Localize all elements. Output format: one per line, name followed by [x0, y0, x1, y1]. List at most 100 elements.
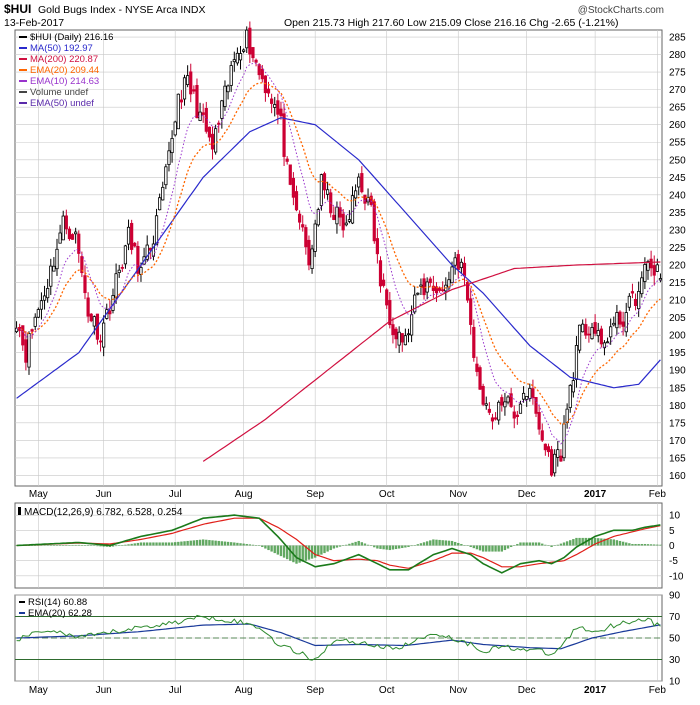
- price-ytick-label: 180: [669, 401, 686, 412]
- macd-hist-bar: [491, 545, 494, 552]
- candle-body: [605, 341, 610, 344]
- candle-body: [624, 312, 628, 333]
- macd-hist-bar: [80, 545, 84, 546]
- candle-body: [98, 340, 103, 343]
- macd-hist-bar: [34, 545, 37, 546]
- price-ytick-label: 160: [669, 471, 686, 482]
- candle-body: [229, 65, 233, 86]
- macd-hist-bar: [37, 545, 40, 546]
- candle-body: [192, 89, 196, 92]
- macd-hist-bar: [40, 545, 43, 546]
- candle-body: [640, 277, 644, 295]
- macd-hist-bar: [593, 537, 597, 546]
- candle-body: [179, 99, 184, 103]
- candle-body: [652, 265, 656, 276]
- candle-body: [136, 245, 140, 274]
- candle-body: [235, 52, 240, 64]
- macd-hist-bar: [628, 543, 631, 546]
- candle-body: [354, 190, 358, 199]
- macd-hist-bar: [643, 543, 647, 546]
- macd-hist-bar: [62, 545, 65, 546]
- macd-hist-bar: [572, 539, 575, 546]
- macd-hist-bar: [49, 545, 52, 546]
- candle-body: [176, 93, 180, 130]
- macd-hist-bar: [531, 542, 535, 546]
- macd-hist-bar: [656, 544, 659, 546]
- macd-hist-bar: [441, 540, 444, 546]
- legend-ema50-label: EMA(50) undef: [30, 98, 94, 109]
- macd-hist-bar: [195, 540, 199, 546]
- candle-body: [74, 231, 78, 235]
- macd-hist-bar: [307, 545, 311, 560]
- macd-hist-bar: [419, 543, 423, 546]
- candle-body: [245, 29, 249, 49]
- macd-hist-bar: [242, 543, 245, 546]
- candle-body: [577, 324, 582, 351]
- rsi-xtick-label: Dec: [518, 685, 536, 696]
- macd-hist-bar: [363, 543, 367, 546]
- rsi-xtick-label: Jul: [169, 685, 182, 696]
- macd-hist-bar: [320, 545, 323, 555]
- macd-hist-bar: [99, 545, 102, 547]
- macd-hist-bar: [435, 539, 438, 546]
- macd-hist-bar: [659, 544, 662, 546]
- price-ytick-label: 245: [669, 173, 686, 184]
- macd-hist-bar: [83, 545, 87, 546]
- price-ytick-label: 185: [669, 383, 686, 394]
- macd-hist-bar: [565, 541, 569, 546]
- candle-body: [195, 85, 199, 119]
- macd-hist-bar: [264, 545, 267, 549]
- macd-hist-bar: [118, 545, 121, 546]
- macd-hist-bar: [139, 542, 143, 546]
- price-ytick-label: 285: [669, 33, 686, 44]
- macd-hist-bar: [192, 540, 196, 546]
- candle-body: [397, 331, 401, 346]
- macd-hist-bar: [422, 542, 426, 546]
- rsi-xtick-label: Sep: [306, 685, 324, 696]
- macd-hist-bar: [373, 545, 376, 548]
- rsi-xtick-label: 2017: [584, 685, 607, 696]
- macd-hist-bar: [385, 545, 388, 550]
- macd-hist-bar: [332, 545, 336, 549]
- macd-hist-bar: [90, 545, 93, 546]
- macd-hist-bar: [587, 537, 591, 546]
- candle-body: [382, 279, 386, 286]
- macd-ytick-label: 0: [669, 541, 675, 552]
- candle-body: [86, 297, 90, 317]
- candle-body: [161, 186, 165, 201]
- macd-hist-bar: [201, 539, 205, 546]
- candle-body: [537, 412, 541, 430]
- macd-hist-bar: [251, 544, 255, 546]
- price-ytick-label: 270: [669, 85, 686, 96]
- macd-ytick-label: -10: [669, 571, 684, 582]
- macd-hist-bar: [506, 545, 510, 549]
- candle-body: [186, 75, 190, 86]
- candle-body: [189, 71, 193, 95]
- candle-body: [655, 264, 659, 272]
- candle-body: [568, 384, 572, 408]
- macd-hist-bar: [357, 540, 360, 546]
- macd-hist-bar: [239, 543, 242, 546]
- macd-hist-bar: [444, 540, 448, 546]
- candle-body: [126, 226, 131, 245]
- price-ytick-label: 190: [669, 366, 686, 377]
- macd-hist-bar: [612, 539, 615, 546]
- macd-hist-bar: [338, 545, 342, 547]
- macd-hist-bar: [177, 541, 180, 546]
- macd-hist-bar: [68, 544, 71, 546]
- candle-body: [335, 206, 339, 225]
- candle-body: [42, 295, 47, 301]
- candle-body: [385, 289, 389, 306]
- macd-hist-bar: [450, 540, 454, 546]
- candle-body: [46, 288, 50, 299]
- candle-body: [621, 321, 625, 327]
- macd-hist-bar: [55, 545, 59, 546]
- price-ytick-label: 165: [669, 453, 686, 464]
- legend-ma200-label: MA(200) 220.87: [30, 54, 98, 65]
- macd-hist-bar: [71, 544, 74, 546]
- macd-hist-bar: [609, 539, 612, 546]
- macd-hist-bar: [295, 545, 298, 564]
- candle-body: [599, 328, 603, 345]
- candle-body: [633, 299, 638, 306]
- macd-hist-bar: [105, 545, 108, 547]
